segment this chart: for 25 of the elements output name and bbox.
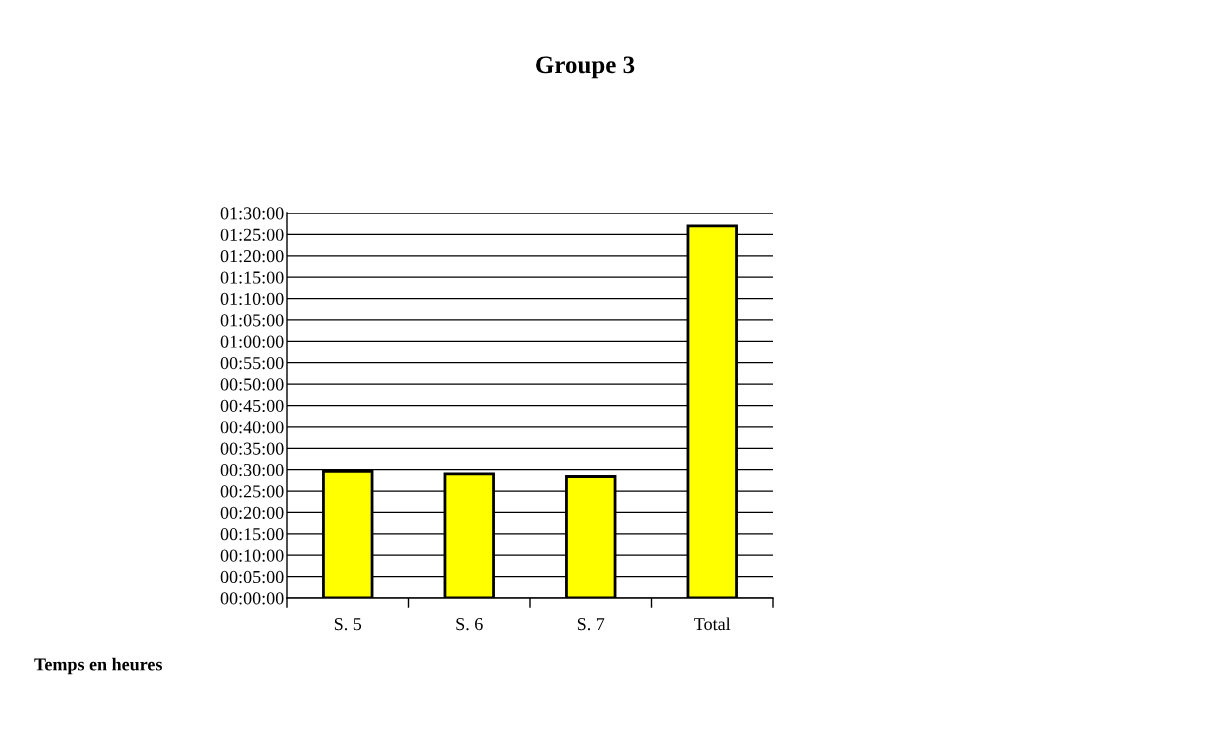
y-tick-label: 01:30:00 [220, 207, 284, 220]
y-tick-label: 00:50:00 [220, 378, 284, 391]
text: Temps en heures [34, 657, 162, 675]
y-tick-label: 01:10:00 [220, 292, 284, 306]
y-tick-label: 00:15:00 [220, 528, 284, 541]
y-tick-label: 00:40:00 [220, 421, 284, 434]
y-tick-label: 00:10:00 [220, 549, 284, 562]
x-tick-label: Total [694, 617, 731, 631]
chart-title: Groupe 3 [536, 56, 635, 79]
y-tick-label: 00:20:00 [220, 506, 284, 519]
y-tick-label: 00:45:00 [220, 399, 284, 413]
x-tick-label: S. 7 [577, 618, 605, 631]
y-tick-label: 01:20:00 [220, 250, 284, 263]
y-tick-label: 00:55:00 [220, 356, 284, 370]
y-tick-label: 00:25:00 [220, 485, 284, 498]
y-tick-label: 00:30:00 [220, 463, 284, 477]
y-tick-label: 01:25:00 [220, 228, 284, 241]
y-tick-label: 00:00:00 [220, 592, 284, 605]
y-tick-label: 00:05:00 [220, 570, 284, 584]
y-tick-label: 01:00:00 [220, 335, 284, 348]
x-tick-label: S. 5 [334, 618, 362, 631]
y-tick-label: 01:15:00 [220, 271, 284, 284]
y-tick-label: 01:05:00 [220, 314, 284, 327]
y-tick-label: 00:35:00 [220, 442, 284, 455]
x-tick-label: S. 6 [456, 618, 483, 631]
